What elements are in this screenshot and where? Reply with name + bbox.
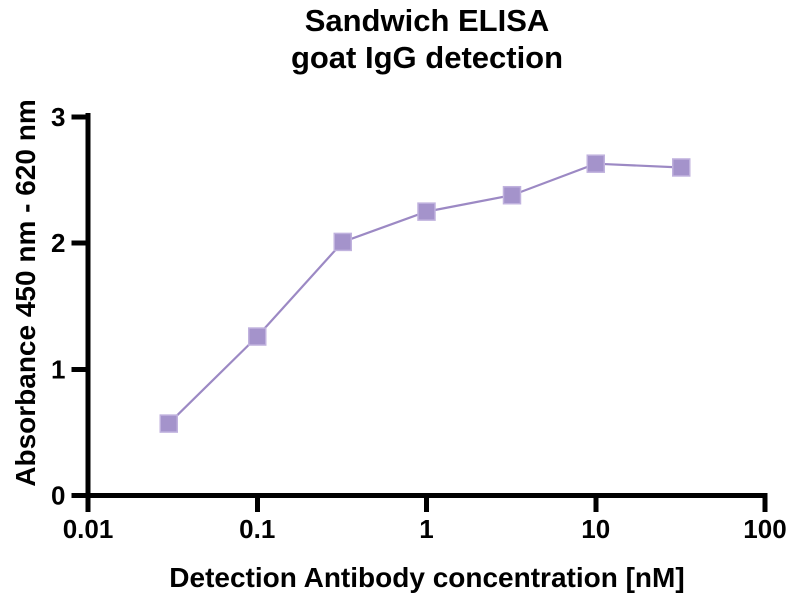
y-tick [71,366,86,372]
y-tick [71,240,86,246]
x-tick [762,498,768,512]
x-tick [593,498,599,512]
x-tick-label: 0.1 [239,514,275,544]
x-axis-spine [85,493,768,498]
chart-title-line2: goat IgG detection [290,40,564,75]
data-point-marker [586,154,605,173]
x-tick-label: 100 [743,514,786,544]
y-tick-label: 3 [51,102,65,132]
x-tick [85,498,91,512]
data-point-marker [417,202,436,221]
y-tick [71,493,86,498]
y-tick-label: 2 [51,228,65,258]
y-tick-label: 0 [51,481,65,511]
data-point-marker [248,327,267,346]
x-tick-label: 0.01 [63,514,114,544]
data-point-marker [159,414,179,433]
data-point-marker [333,232,352,252]
x-axis-title: Detection Antibody concentration [nM] [169,562,685,593]
y-tick [71,114,86,120]
y-tick-label: 1 [51,354,65,384]
x-tick-label: 10 [581,514,610,544]
x-tick [424,498,429,512]
data-point-marker [671,158,691,177]
x-tick-label: 1 [419,514,433,544]
y-axis-spine [85,113,91,498]
chart-title-line1: Sandwich ELISA [304,3,550,38]
x-tick [254,498,260,512]
data-point-marker [502,185,522,205]
